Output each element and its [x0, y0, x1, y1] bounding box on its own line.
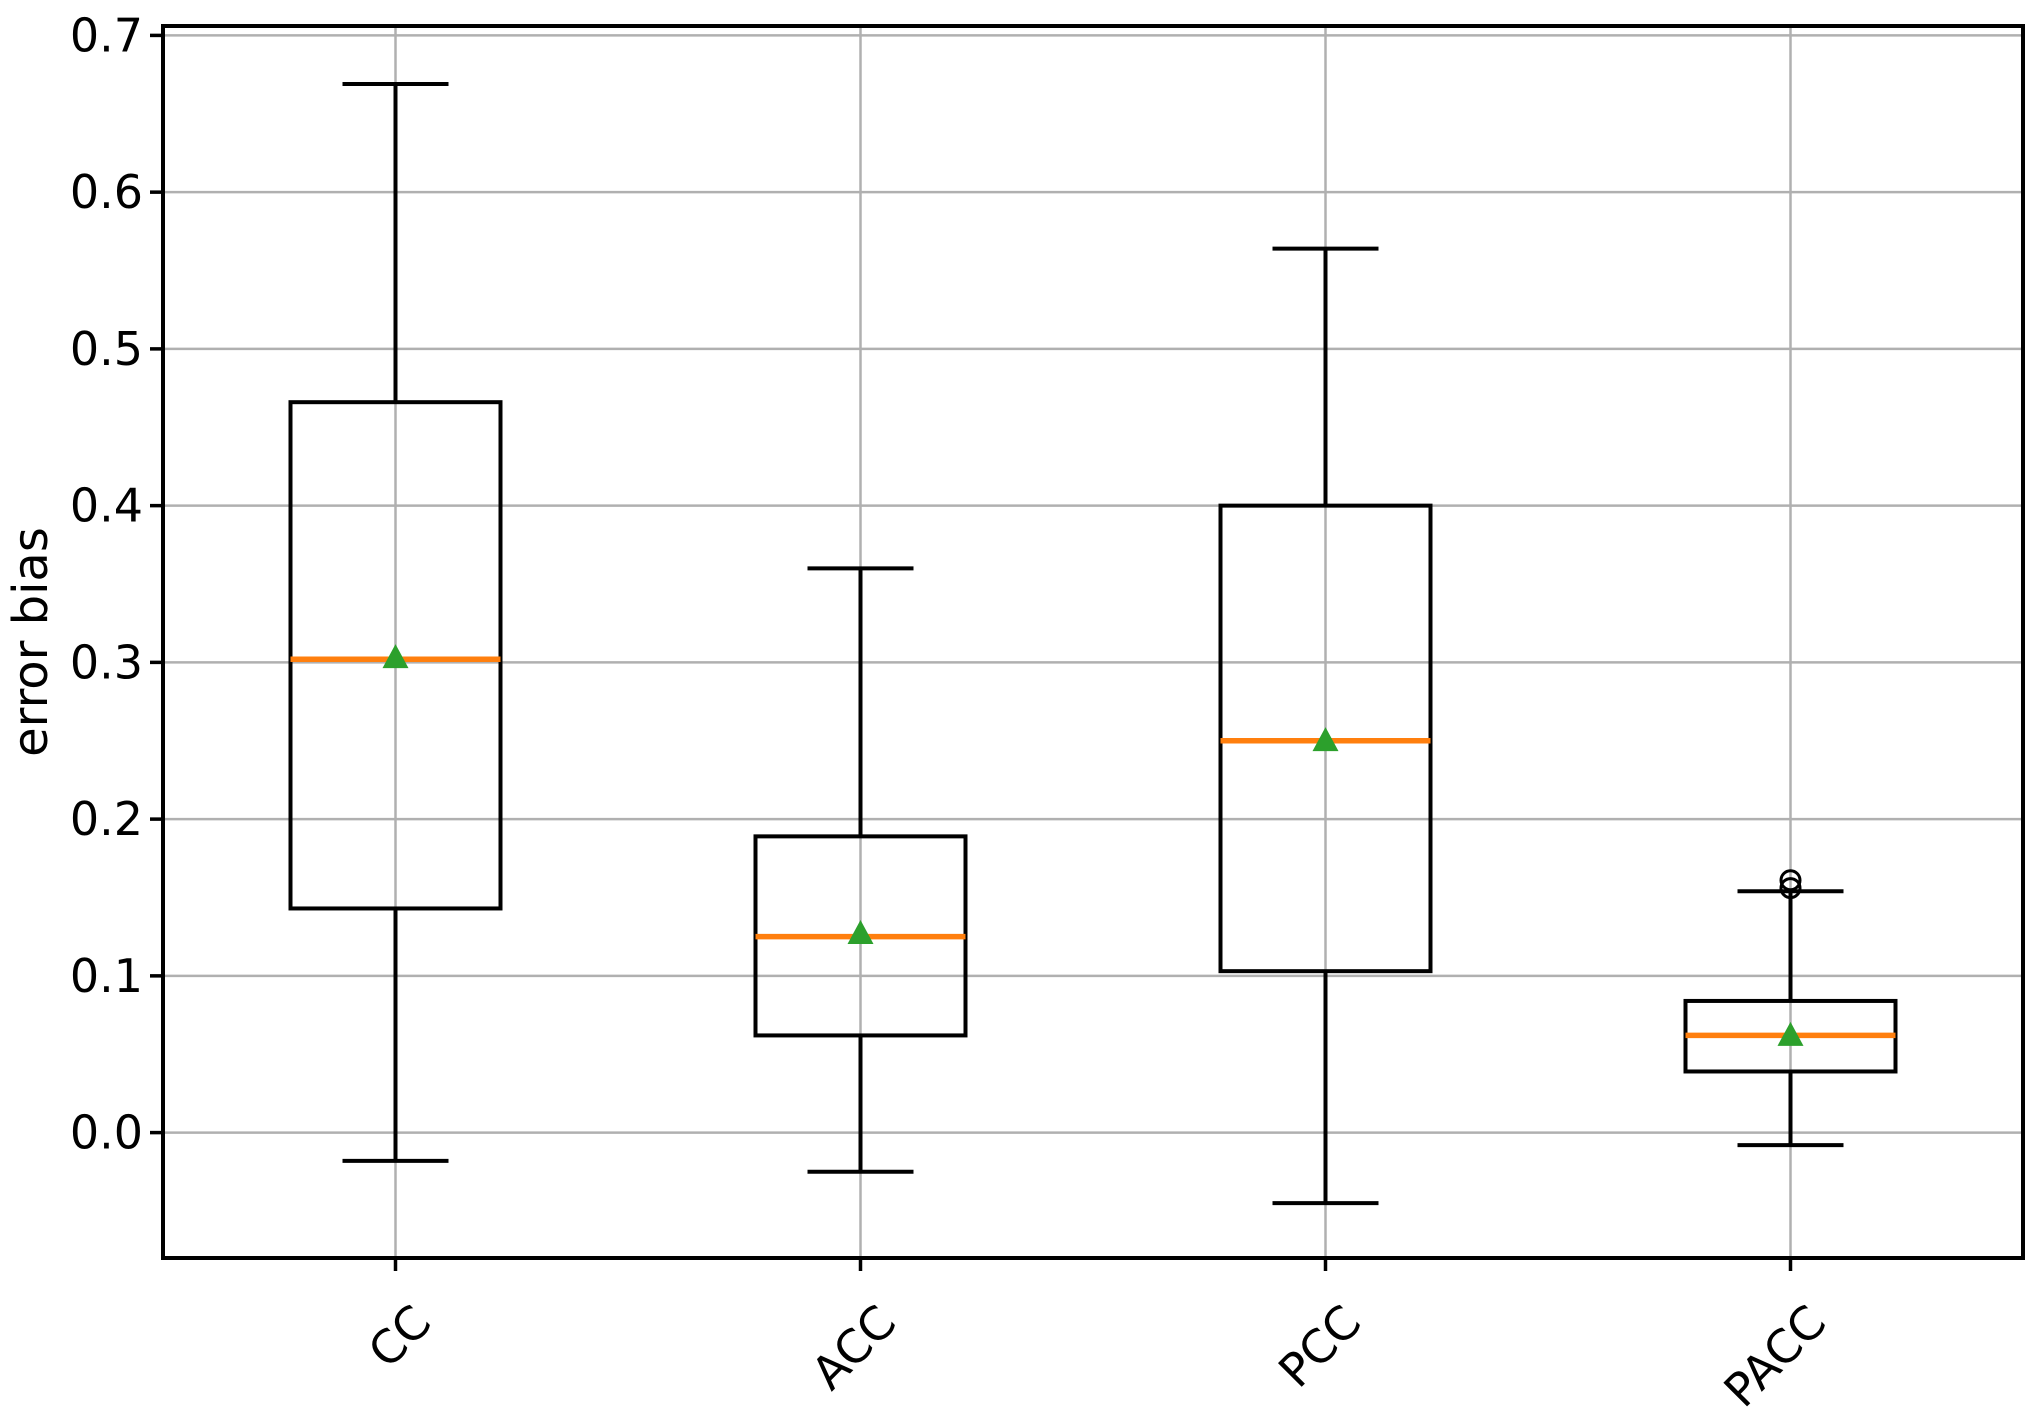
y-tick-label-0.5: 0.5	[70, 322, 143, 376]
boxplot-group-pacc	[1683, 869, 1898, 1148]
y-tick-label-0.7: 0.7	[70, 8, 143, 62]
mean-marker-pacc	[1777, 1021, 1804, 1046]
mean-marker-cc	[382, 644, 409, 669]
boxplot-group-cc	[288, 81, 503, 1163]
mean-marker-pcc	[1312, 727, 1339, 752]
plot-border	[161, 24, 2025, 1260]
outlier-point-pacc	[1779, 869, 1802, 892]
outlier-point-pacc	[1779, 877, 1802, 900]
y-tick-label-0.4: 0.4	[70, 479, 143, 533]
boxplot-group-pcc	[1218, 246, 1433, 1206]
y-tick-label-0.3: 0.3	[70, 635, 143, 689]
boxplot-group-acc	[753, 566, 968, 1174]
y-axis-label: error bias	[3, 527, 59, 757]
y-tick-label-0.0: 0.0	[70, 1106, 143, 1160]
y-tick-label-0.2: 0.2	[70, 792, 143, 846]
iqr-box-cc	[288, 400, 503, 911]
y-tick-label-0.1: 0.1	[70, 949, 143, 1003]
y-tick-label-0.6: 0.6	[70, 165, 143, 219]
mean-marker-acc	[847, 919, 874, 944]
